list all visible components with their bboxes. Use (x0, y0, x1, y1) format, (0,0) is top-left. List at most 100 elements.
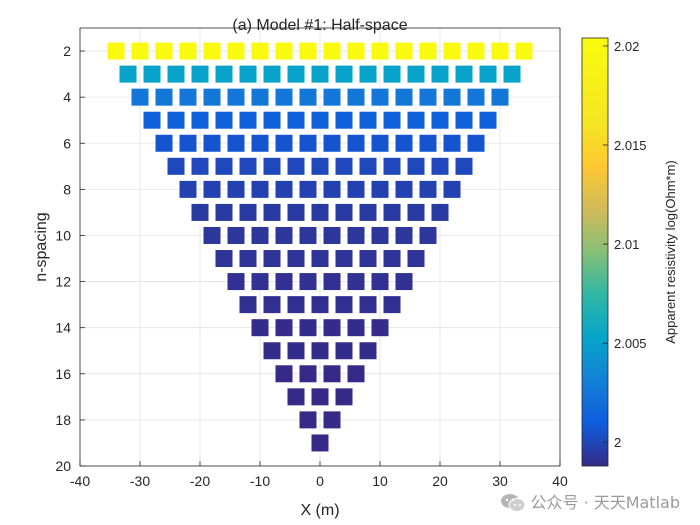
data-point (347, 273, 365, 291)
data-point (311, 434, 329, 452)
data-point (179, 88, 197, 106)
data-point (263, 111, 281, 129)
data-point (299, 273, 317, 291)
data-point (251, 42, 269, 60)
data-point (239, 65, 257, 83)
data-point (251, 88, 269, 106)
data-point (455, 111, 473, 129)
data-point (407, 65, 425, 83)
data-point (323, 226, 341, 244)
data-point (443, 42, 461, 60)
data-point (323, 273, 341, 291)
data-point (263, 203, 281, 221)
y-tick-label: 10 (55, 227, 71, 243)
data-point (515, 42, 533, 60)
data-point (179, 180, 197, 198)
data-point (287, 111, 305, 129)
data-point (419, 42, 437, 60)
data-point (455, 65, 473, 83)
colorbar-tick-label: 2.02 (614, 39, 639, 54)
data-point (479, 111, 497, 129)
data-point (191, 203, 209, 221)
data-point (323, 365, 341, 383)
data-point (155, 42, 173, 60)
data-point (239, 296, 257, 314)
data-point (443, 134, 461, 152)
data-point (215, 203, 233, 221)
data-point (359, 203, 377, 221)
data-point (359, 342, 377, 360)
data-point (359, 157, 377, 175)
data-point (251, 134, 269, 152)
x-tick-label: 10 (372, 473, 388, 489)
data-markers (107, 42, 533, 452)
data-point (131, 42, 149, 60)
data-point (311, 111, 329, 129)
data-point (167, 111, 185, 129)
data-point (419, 226, 437, 244)
data-point (359, 296, 377, 314)
y-tick-label: 4 (63, 89, 71, 105)
data-point (311, 342, 329, 360)
data-point (431, 203, 449, 221)
colorbar-tick-label: 2 (614, 435, 621, 450)
colorbar-tick-label: 2.005 (614, 336, 647, 351)
data-point (395, 42, 413, 60)
data-point (347, 180, 365, 198)
data-point (491, 88, 509, 106)
data-point (263, 250, 281, 268)
data-point (143, 111, 161, 129)
y-ticks: 2 4 6 8 10 12 14 16 18 20 (55, 43, 85, 474)
data-point (455, 157, 473, 175)
data-point (299, 226, 317, 244)
data-point (383, 296, 401, 314)
y-tick-label: 16 (55, 366, 71, 382)
data-point (239, 111, 257, 129)
data-point (251, 226, 269, 244)
data-point (347, 88, 365, 106)
data-point (335, 250, 353, 268)
data-point (407, 250, 425, 268)
data-point (203, 88, 221, 106)
data-point (383, 203, 401, 221)
data-point (371, 180, 389, 198)
data-point (167, 157, 185, 175)
data-point (251, 180, 269, 198)
data-point (383, 111, 401, 129)
data-point (239, 250, 257, 268)
data-point (299, 319, 317, 337)
data-point (275, 180, 293, 198)
data-point (359, 250, 377, 268)
y-tick-label: 18 (55, 412, 71, 428)
data-point (275, 365, 293, 383)
data-point (419, 134, 437, 152)
data-point (191, 65, 209, 83)
data-point (371, 42, 389, 60)
x-axis-label: X (m) (300, 502, 339, 519)
colorbar-tick-label: 2.015 (614, 138, 647, 153)
data-point (419, 88, 437, 106)
data-point (275, 42, 293, 60)
data-point (263, 296, 281, 314)
data-point (215, 250, 233, 268)
data-point (287, 65, 305, 83)
colorbar-label: Apparent resistivity log(Ohm*m) (663, 160, 678, 344)
data-point (311, 250, 329, 268)
data-point (275, 134, 293, 152)
data-point (371, 319, 389, 337)
data-point (227, 42, 245, 60)
data-point (359, 65, 377, 83)
data-point (479, 65, 497, 83)
x-tick-label: -30 (130, 473, 150, 489)
data-point (227, 134, 245, 152)
data-point (191, 111, 209, 129)
data-point (335, 388, 353, 406)
data-point (263, 157, 281, 175)
watermark-text: 公众号 · 天天Matlab (530, 492, 680, 512)
data-point (395, 226, 413, 244)
data-point (467, 88, 485, 106)
data-point (335, 65, 353, 83)
data-point (203, 226, 221, 244)
data-point (335, 296, 353, 314)
